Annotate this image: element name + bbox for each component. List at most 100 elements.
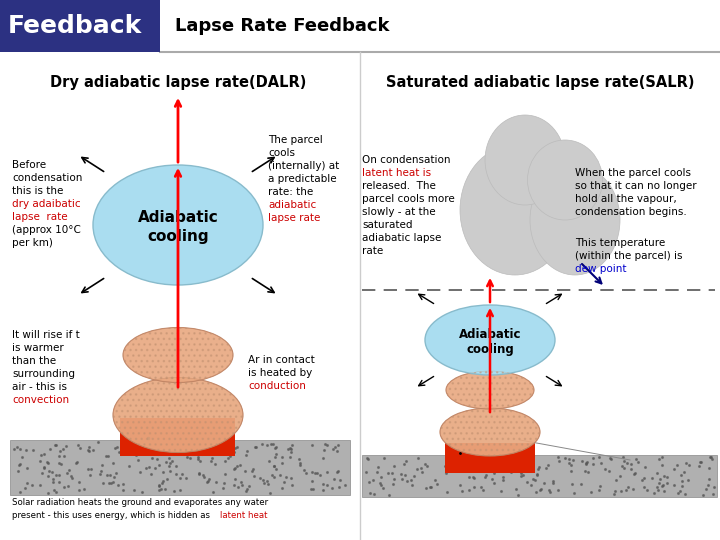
Text: When the parcel cools: When the parcel cools xyxy=(575,168,691,178)
Point xyxy=(512,490,523,499)
Point xyxy=(360,468,372,476)
Point xyxy=(222,454,234,462)
Point xyxy=(70,459,81,468)
Point xyxy=(559,454,571,462)
Point xyxy=(145,470,156,478)
Point xyxy=(542,461,554,469)
Point xyxy=(328,474,340,483)
Point xyxy=(625,465,636,474)
Point xyxy=(461,465,472,474)
Point xyxy=(588,453,599,462)
Point xyxy=(12,467,24,476)
Point xyxy=(431,479,443,488)
Point xyxy=(136,488,148,496)
Point xyxy=(96,467,107,475)
Point xyxy=(184,454,196,462)
Point xyxy=(276,484,288,492)
Point xyxy=(565,461,577,469)
Point xyxy=(261,477,273,486)
Point xyxy=(400,457,412,465)
Point xyxy=(478,467,490,476)
Point xyxy=(662,479,673,488)
Point xyxy=(372,468,383,476)
Point xyxy=(240,467,251,476)
Point xyxy=(117,485,129,494)
Point xyxy=(603,467,615,476)
Point xyxy=(617,453,629,462)
Point xyxy=(153,480,165,489)
Point xyxy=(426,483,437,492)
Text: saturated: saturated xyxy=(362,220,413,230)
Point xyxy=(218,478,230,487)
Point xyxy=(641,485,652,494)
Point xyxy=(269,453,281,461)
Text: It will rise if t: It will rise if t xyxy=(12,330,80,340)
Point xyxy=(202,477,213,486)
Point xyxy=(166,457,178,465)
Point xyxy=(416,468,428,476)
Point xyxy=(251,443,262,452)
Point xyxy=(231,443,243,451)
Point xyxy=(621,486,632,495)
Point xyxy=(42,471,54,480)
Point xyxy=(278,477,289,486)
Point xyxy=(72,441,84,449)
Point xyxy=(599,464,611,473)
Point xyxy=(708,483,719,491)
Text: rate: rate xyxy=(362,246,383,256)
Point xyxy=(170,470,181,479)
Point xyxy=(176,470,188,479)
Point xyxy=(332,467,343,476)
Text: Lapse Rate Feedback: Lapse Rate Feedback xyxy=(175,17,390,35)
Point xyxy=(202,445,213,454)
Point xyxy=(66,471,77,480)
Point xyxy=(293,455,305,463)
Point xyxy=(111,443,122,451)
Point xyxy=(192,443,204,452)
Point xyxy=(35,456,46,465)
Point xyxy=(220,456,231,465)
Point xyxy=(84,442,95,451)
Point xyxy=(105,478,117,487)
Point xyxy=(639,462,650,471)
Point xyxy=(593,453,604,462)
Ellipse shape xyxy=(446,371,534,409)
Point xyxy=(567,480,578,489)
Point xyxy=(328,444,339,453)
Ellipse shape xyxy=(113,377,243,453)
Point xyxy=(466,465,477,474)
Point xyxy=(20,446,32,454)
Text: this is the: this is the xyxy=(12,186,63,196)
Point xyxy=(331,468,343,476)
Point xyxy=(534,486,546,495)
Point xyxy=(540,463,552,472)
Point xyxy=(618,456,630,465)
Point xyxy=(17,453,28,462)
Point xyxy=(73,477,85,486)
Point xyxy=(575,480,587,488)
Point xyxy=(42,458,53,467)
Point xyxy=(307,477,318,485)
Text: Adiabatic: Adiabatic xyxy=(459,327,521,341)
Point xyxy=(374,478,385,487)
Point xyxy=(274,471,286,480)
Point xyxy=(618,463,629,472)
Point xyxy=(284,443,296,452)
Point xyxy=(553,457,564,465)
Text: conduction: conduction xyxy=(248,381,306,391)
Point xyxy=(240,450,252,459)
Point xyxy=(621,459,633,468)
Point xyxy=(210,478,221,487)
Point xyxy=(321,481,333,490)
Point xyxy=(369,489,380,498)
Point xyxy=(615,487,626,495)
Text: hold all the vapour,: hold all the vapour, xyxy=(575,194,677,204)
Point xyxy=(379,454,390,462)
Point xyxy=(300,469,312,477)
Point xyxy=(22,478,33,487)
Point xyxy=(42,489,54,497)
Point xyxy=(526,481,537,489)
Point xyxy=(333,441,344,449)
Point xyxy=(405,476,417,484)
Point xyxy=(196,449,207,458)
